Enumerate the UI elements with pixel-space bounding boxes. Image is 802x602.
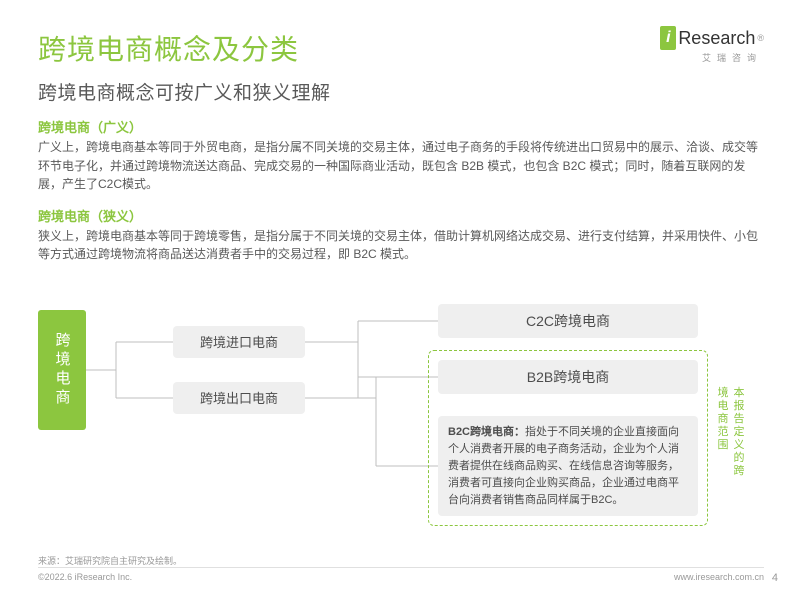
section-head-broad: 跨境电商（广义） [38,117,764,136]
footer-url: www.iresearch.com.cn [674,572,764,582]
page-title: 跨境电商概念及分类 [38,28,764,68]
section-body-narrow: 狭义上，跨境电商基本等同于跨境零售，是指分属于不同关境的交易主体，借助计算机网络… [38,227,764,264]
logo-subtitle: 艾瑞咨询 [660,51,764,64]
section-head-narrow: 跨境电商（狭义） [38,206,764,225]
logo-i-mark: i [660,26,676,50]
page-subtitle: 跨境电商概念可按广义和狭义理解 [38,78,764,105]
scope-box [428,350,708,526]
logo-reg: ® [757,33,764,43]
scope-label: 本报告定义的跨境电商范围 [714,386,746,489]
node-import: 跨境进口电商 [173,326,305,358]
node-c2c: C2C跨境电商 [438,304,698,338]
footer-copyright: ©2022.6 iResearch Inc. [38,572,132,582]
footer: 来源：艾瑞研究院自主研究及绘制。 ©2022.6 iResearch Inc. … [38,554,764,582]
page-number: 4 [772,572,778,584]
node-export: 跨境出口电商 [173,382,305,414]
node-root: 跨境电商 [38,310,86,430]
footer-source: 来源：艾瑞研究院自主研究及绘制。 [38,554,764,567]
brand-logo: i Research ® 艾瑞咨询 [660,26,764,64]
concept-diagram: 跨境电商 跨境进口电商 跨境出口电商 C2C跨境电商 B2B跨境电商 B2C跨境… [38,286,764,541]
section-body-broad: 广义上，跨境电商基本等同于外贸电商，是指分属不同关境的交易主体，通过电子商务的手… [38,138,764,194]
logo-text: Research [678,28,755,49]
